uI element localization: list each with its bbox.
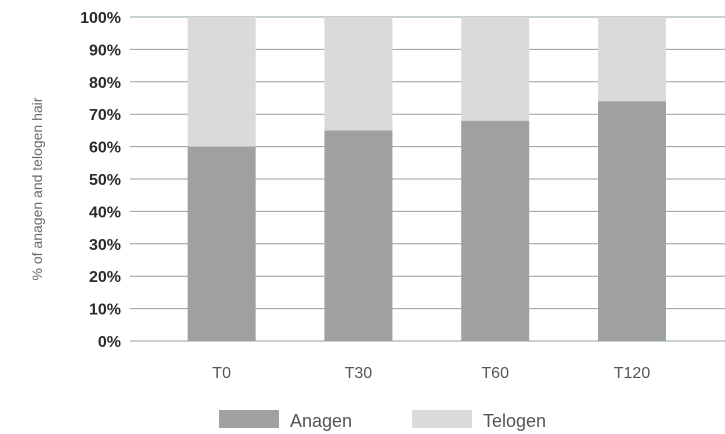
legend-item-telogen: Telogen [412, 410, 546, 431]
y-tick-label: 40% [89, 204, 121, 221]
bar-anagen-t0 [187, 146, 256, 341]
y-tick-label: 20% [89, 269, 121, 286]
x-axis-ticks: T0 T30 T60 T120 [212, 365, 650, 382]
x-tick-label: T30 [345, 365, 373, 382]
x-tick-label: T60 [481, 365, 509, 382]
y-tick-label: 90% [89, 42, 121, 59]
y-tick-label: 0% [98, 334, 121, 351]
legend-swatch [412, 410, 472, 428]
y-tick-label: 60% [89, 140, 121, 157]
bar-anagen-t120 [597, 101, 666, 342]
bars [187, 17, 666, 342]
bar-telogen-t120 [597, 17, 666, 102]
y-tick-label: 100% [80, 10, 121, 27]
y-tick-label: 30% [89, 237, 121, 254]
y-tick-label: 50% [89, 172, 121, 189]
x-tick-label: T120 [614, 365, 651, 382]
bar-telogen-t30 [324, 17, 393, 131]
legend-swatch [219, 410, 279, 428]
y-axis-ticks: 0% 10% 20% 30% 40% 50% 60% 70% 80% 90% 100% [80, 10, 121, 351]
legend-label: Anagen [290, 411, 352, 431]
bar-anagen-t30 [324, 130, 393, 341]
legend-item-anagen: Anagen [219, 410, 352, 431]
x-tick-label: T0 [212, 365, 231, 382]
bar-telogen-t60 [461, 17, 530, 121]
bar-telogen-t0 [187, 17, 256, 147]
y-axis-label: % of anagen and telogen hair [29, 97, 45, 280]
y-tick-label: 80% [89, 75, 121, 92]
bar-anagen-t60 [461, 120, 530, 342]
y-tick-label: 70% [89, 107, 121, 124]
y-tick-label: 10% [89, 302, 121, 319]
legend: Anagen Telogen [219, 410, 546, 431]
legend-label: Telogen [483, 411, 546, 431]
